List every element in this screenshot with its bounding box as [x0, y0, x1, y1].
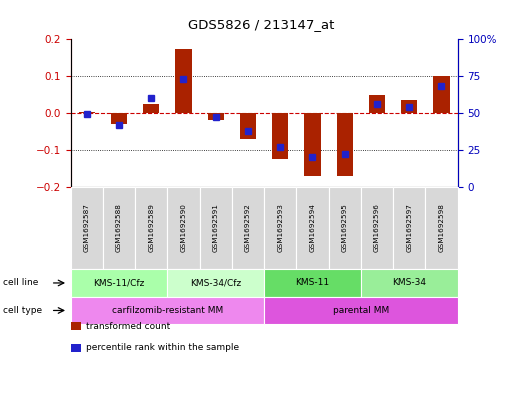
Text: KMS-34/Cfz: KMS-34/Cfz	[190, 279, 241, 287]
Bar	[240, 113, 256, 139]
Text: KMS-11/Cfz: KMS-11/Cfz	[93, 279, 145, 287]
Bar	[304, 113, 321, 176]
Text: KMS-34: KMS-34	[392, 279, 426, 287]
Text: GSM1692595: GSM1692595	[342, 204, 348, 252]
Bar	[369, 95, 385, 113]
Text: GSM1692594: GSM1692594	[310, 204, 315, 252]
Bar	[111, 113, 127, 124]
Bar	[272, 113, 288, 159]
Text: GSM1692587: GSM1692587	[84, 204, 90, 252]
Text: GSM1692593: GSM1692593	[277, 204, 283, 252]
Bar	[434, 76, 450, 113]
Bar	[337, 113, 353, 176]
Text: GSM1692597: GSM1692597	[406, 204, 412, 252]
Text: parental MM: parental MM	[333, 306, 389, 315]
Text: GSM1692596: GSM1692596	[374, 204, 380, 252]
Text: transformed count: transformed count	[86, 322, 170, 331]
Text: GSM1692589: GSM1692589	[148, 204, 154, 252]
Text: GSM1692590: GSM1692590	[180, 204, 187, 252]
Bar	[175, 48, 191, 113]
Bar	[208, 113, 224, 119]
Text: GSM1692591: GSM1692591	[213, 204, 219, 252]
Text: cell line: cell line	[3, 279, 38, 287]
Bar	[78, 112, 95, 113]
Text: GSM1692598: GSM1692598	[438, 204, 445, 252]
Text: KMS-11: KMS-11	[295, 279, 329, 287]
Text: GDS5826 / 213147_at: GDS5826 / 213147_at	[188, 18, 335, 31]
Text: GSM1692588: GSM1692588	[116, 204, 122, 252]
Bar	[401, 100, 417, 113]
Text: GSM1692592: GSM1692592	[245, 204, 251, 252]
Bar	[143, 104, 160, 113]
Text: carfilzomib-resistant MM: carfilzomib-resistant MM	[112, 306, 223, 315]
Text: cell type: cell type	[3, 306, 42, 315]
Text: percentile rank within the sample: percentile rank within the sample	[86, 343, 240, 352]
